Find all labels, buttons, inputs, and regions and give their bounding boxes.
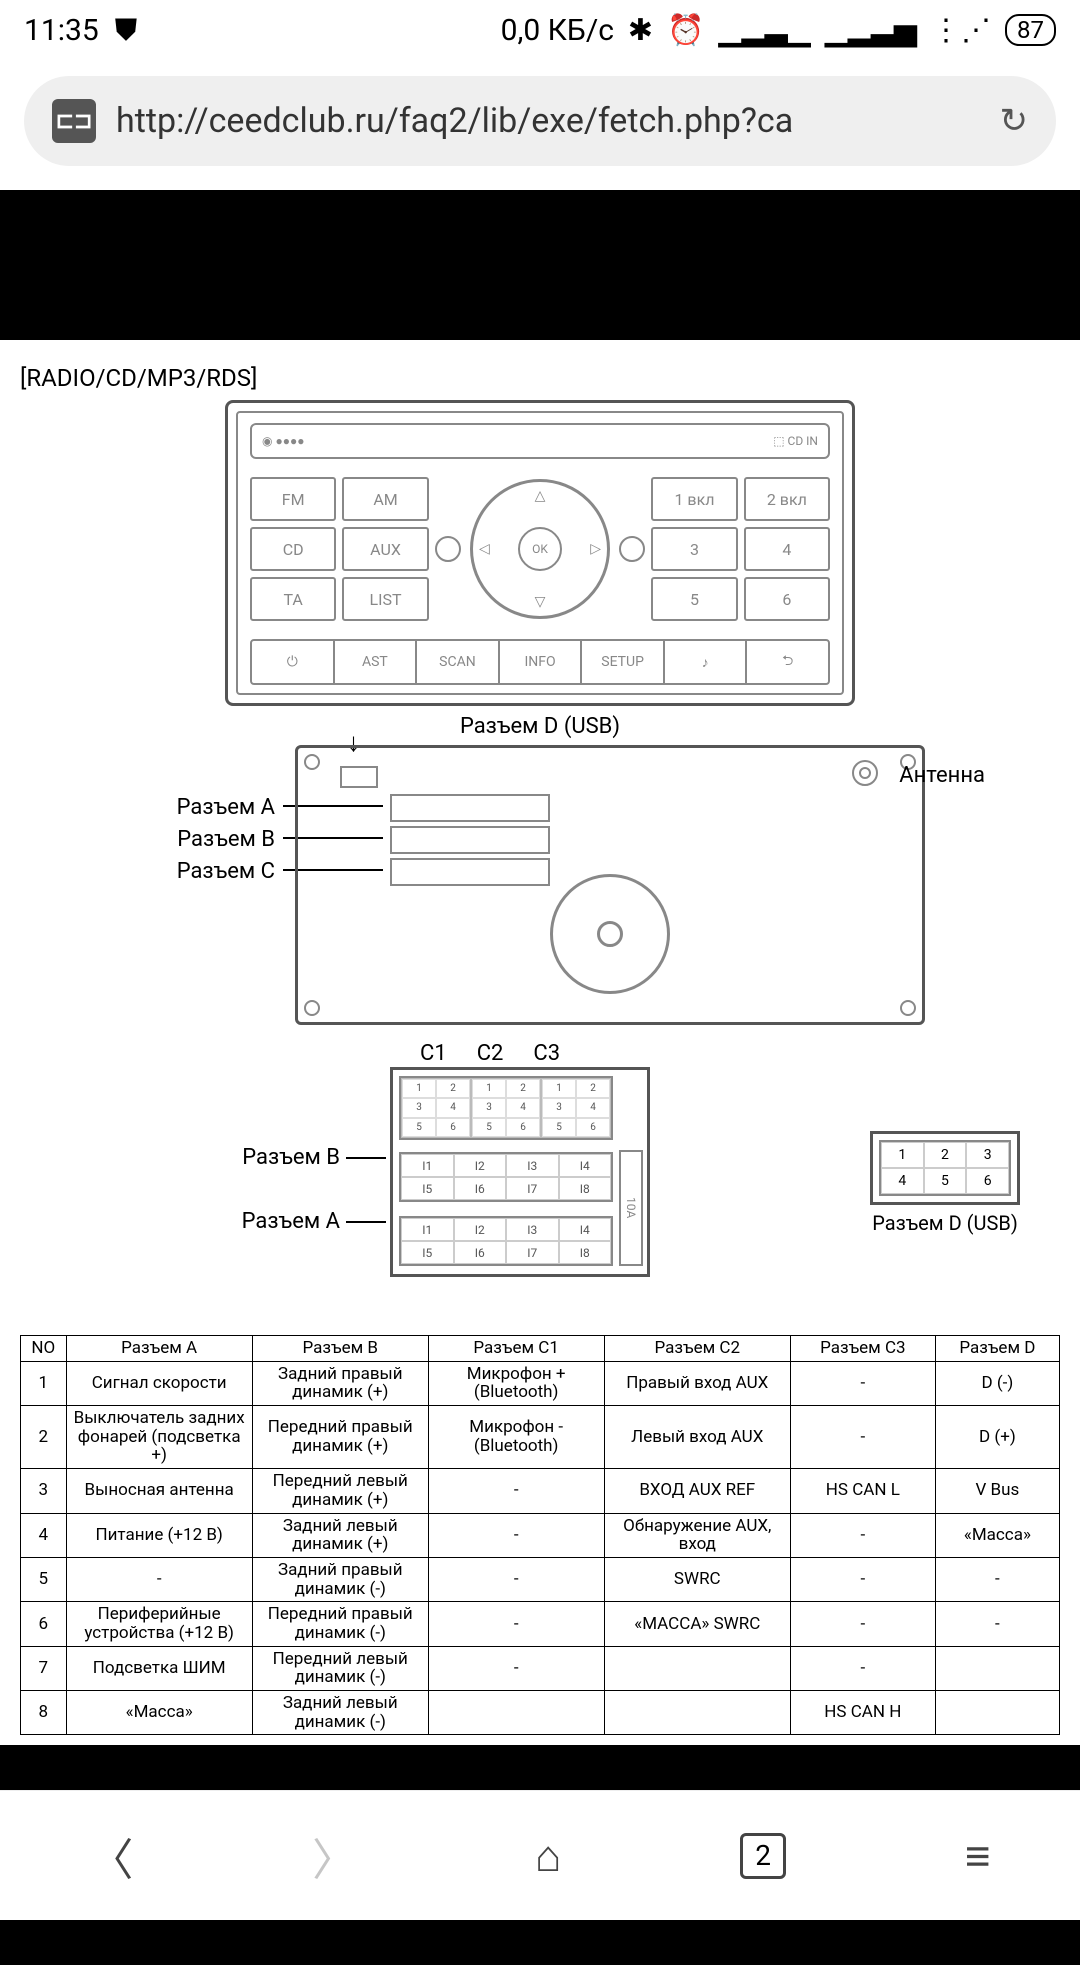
cd-slot-right: ⬚ CD IN	[773, 434, 818, 448]
am-button: AM	[342, 477, 428, 521]
pin-label-b: Разъем B	[180, 1145, 340, 1170]
lead-line	[346, 1157, 386, 1159]
tabs-button[interactable]: 2	[740, 1833, 786, 1879]
table-row: 6Периферийные устройства (+12 В)Передний…	[21, 1602, 1060, 1646]
table-row: 7Подсветка ШИМПередний левый динамик (-)…	[21, 1646, 1060, 1690]
table-row: 3Выносная антеннаПередний левый динамик …	[21, 1469, 1060, 1513]
c2-header: C2	[477, 1041, 504, 1066]
back-button[interactable]: 〈	[89, 1824, 133, 1888]
preset-3: 3	[651, 527, 737, 571]
connector-b	[390, 826, 550, 854]
cd-slot: ◉ ●●●● ⬚ CD IN	[250, 423, 830, 459]
url-text[interactable]: http://ceedclub.ru/faq2/lib/exe/fetch.ph…	[116, 101, 980, 141]
setup-button: SETUP	[582, 641, 665, 683]
music-button: ♪	[665, 641, 748, 683]
table-row: 8«Масса»Задний левый динамик (-)HS CAN H	[21, 1691, 1060, 1735]
screw-icon	[304, 754, 320, 770]
browser-bottom-nav: 〈 〉 ⌂ 2 ≡	[0, 1790, 1080, 1920]
label-connector-b: Разъем B	[125, 827, 275, 852]
signal-2-icon: ▁▂▃▅	[825, 13, 917, 48]
eject-button: ⮌	[747, 641, 828, 683]
vol-knob-left	[435, 536, 461, 562]
c3-header: C3	[533, 1041, 560, 1066]
scan-button: SCAN	[417, 641, 500, 683]
address-bar-area: ⊏⊐ http://ceedclub.ru/faq2/lib/exe/fetch…	[0, 60, 1080, 190]
ta-button: TA	[250, 577, 336, 621]
pin-label-a: Разъем A	[180, 1209, 340, 1234]
label-antenna: Антенна	[899, 763, 985, 788]
radio-front-diagram: ◉ ●●●● ⬚ CD IN FM AM CD AUX TA LIST △ ▽	[225, 400, 855, 706]
label-connector-a: Разъем A	[125, 795, 275, 820]
site-favicon: ⊏⊐	[52, 99, 96, 143]
connector-pinout-diagram: C1 C2 C3 Разъем B Разъем A 123456 123456…	[20, 1041, 1060, 1321]
bluetooth-icon: ✱	[628, 13, 653, 48]
alarm-icon: ⏰	[667, 13, 704, 48]
pinout-table: NO Разъем A Разъем B Разъем C1 Разъем C2…	[20, 1335, 1060, 1735]
preset-1: 1 вкл	[651, 477, 737, 521]
label-connector-c: Разъем C	[125, 859, 275, 884]
forward-button[interactable]: 〉	[312, 1824, 356, 1888]
connector-a-pins: I1I2I3I4 I5I6I7I8	[399, 1216, 613, 1266]
ok-button: OK	[518, 527, 562, 571]
antenna-port	[852, 760, 878, 786]
signal-1-icon: ▁▂▃▁	[718, 13, 810, 48]
fuse-label: 10A	[619, 1150, 643, 1266]
cd-mechanism	[550, 874, 670, 994]
connector-c	[390, 858, 550, 886]
page-title: [RADIO/CD/MP3/RDS]	[20, 364, 257, 392]
table-row: 2Выключатель задних фонарей (подсветка +…	[21, 1406, 1060, 1469]
reload-icon[interactable]: ↻	[1000, 101, 1029, 141]
power-button: ⏻	[252, 641, 335, 683]
label-connector-d: Разъем D (USB)	[20, 714, 1060, 739]
connector-c-pins: 123456 123456 123456	[399, 1076, 613, 1140]
left-button-grid: FM AM CD AUX TA LIST	[250, 477, 429, 621]
viewer-top-band	[0, 190, 1080, 340]
battery-indicator: 87	[1005, 14, 1056, 46]
preset-6: 6	[744, 577, 830, 621]
usb-label: Разъем D (USB)	[870, 1211, 1020, 1235]
vol-knob-right	[619, 536, 645, 562]
radio-rear-diagram: ↓ Разъем A Разъем B Разъем C Антенна	[125, 745, 955, 1025]
connector-b-pins: I1I2I3I4 I5I6I7I8	[399, 1152, 613, 1202]
address-bar[interactable]: ⊏⊐ http://ceedclub.ru/faq2/lib/exe/fetch…	[24, 76, 1056, 166]
cd-slot-left: ◉ ●●●●	[262, 434, 304, 448]
document-page[interactable]: [RADIO/CD/MP3/RDS] ◉ ●●●● ⬚ CD IN FM AM …	[0, 340, 1080, 1745]
table-row: 4Питание (+12 В)Задний левый динамик (+)…	[21, 1513, 1060, 1557]
usb-connector-diagram: 123 456 Разъем D (USB)	[870, 1131, 1020, 1235]
menu-button[interactable]: ≡	[965, 1830, 991, 1882]
dpad-right-icon: ▷	[590, 541, 601, 557]
info-button: INFO	[500, 641, 583, 683]
list-button: LIST	[342, 577, 428, 621]
clock: 11:35	[24, 13, 99, 48]
cd-button: CD	[250, 527, 336, 571]
screw-icon	[304, 1000, 320, 1016]
dpad-up-icon: △	[535, 488, 546, 504]
dpad: △ ▽ ◁ ▷ OK	[441, 469, 640, 629]
bottom-button-row: ⏻ AST SCAN INFO SETUP ♪ ⮌	[250, 639, 830, 685]
connector-d	[340, 766, 378, 788]
table-row: 1Сигнал скоростиЗадний правый динамик (+…	[21, 1361, 1060, 1405]
ast-button: AST	[335, 641, 418, 683]
wifi-icon: ⋮⋰	[931, 13, 991, 48]
connector-a	[390, 794, 550, 822]
app-shield-icon: ⛊	[115, 13, 138, 48]
screw-icon	[900, 1000, 916, 1016]
dpad-down-icon: ▽	[535, 594, 546, 610]
right-button-grid: 1 вкл 2 вкл 3 4 5 6	[651, 477, 830, 621]
home-button[interactable]: ⌂	[535, 1830, 562, 1882]
c1-header: C1	[420, 1041, 447, 1066]
preset-5: 5	[651, 577, 737, 621]
data-rate: 0,0 КБ/с	[501, 13, 614, 48]
aux-button: AUX	[342, 527, 428, 571]
lead-line	[346, 1221, 386, 1223]
preset-2: 2 вкл	[744, 477, 830, 521]
preset-4: 4	[744, 527, 830, 571]
fm-button: FM	[250, 477, 336, 521]
table-row: 5-Задний правый динамик (-)-SWRC--	[21, 1557, 1060, 1601]
table-header-row: NO Разъем A Разъем B Разъем C1 Разъем C2…	[21, 1336, 1060, 1362]
status-bar: 11:35 ⛊ 0,0 КБ/с ✱ ⏰ ▁▂▃▁ ▁▂▃▅ ⋮⋰ 87	[0, 0, 1080, 60]
dpad-left-icon: ◁	[479, 541, 490, 557]
